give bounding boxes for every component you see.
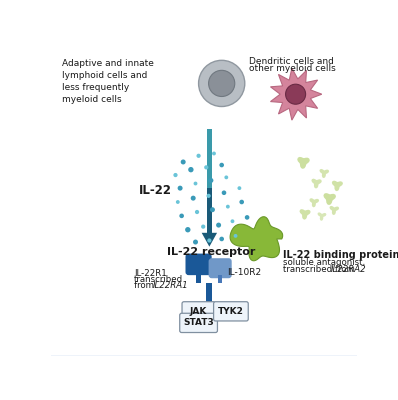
Circle shape (226, 205, 230, 208)
Text: other myeloid cells: other myeloid cells (250, 64, 336, 73)
Circle shape (195, 210, 199, 214)
Text: IL22RA2: IL22RA2 (331, 265, 367, 274)
Text: IL-22R1: IL-22R1 (134, 269, 167, 278)
Circle shape (219, 163, 224, 167)
Polygon shape (271, 68, 322, 120)
Circle shape (230, 219, 234, 223)
FancyBboxPatch shape (180, 313, 217, 332)
Polygon shape (309, 198, 319, 207)
Circle shape (174, 173, 178, 177)
Polygon shape (299, 209, 310, 220)
Circle shape (238, 186, 241, 190)
Polygon shape (318, 212, 326, 221)
Circle shape (197, 154, 201, 158)
Bar (196, 272, 201, 283)
FancyBboxPatch shape (209, 258, 232, 278)
FancyBboxPatch shape (182, 302, 215, 321)
Circle shape (210, 207, 215, 212)
Polygon shape (332, 181, 343, 191)
Circle shape (179, 214, 184, 218)
Text: IL-10R2: IL-10R2 (227, 268, 261, 276)
Polygon shape (230, 217, 283, 261)
Text: JAK: JAK (190, 307, 207, 316)
Circle shape (224, 176, 228, 179)
Text: IL-22 receptor: IL-22 receptor (167, 248, 255, 258)
Text: TYK2: TYK2 (218, 307, 244, 316)
Circle shape (176, 200, 180, 204)
Circle shape (207, 194, 211, 198)
Text: STAT3: STAT3 (183, 318, 214, 327)
Circle shape (185, 227, 191, 232)
Circle shape (193, 240, 198, 244)
Circle shape (191, 196, 196, 201)
Bar (207, 129, 213, 234)
Text: IL22RA1: IL22RA1 (152, 281, 188, 290)
Circle shape (199, 60, 245, 106)
Polygon shape (311, 179, 322, 188)
Circle shape (193, 182, 197, 186)
Polygon shape (320, 169, 329, 178)
Circle shape (219, 237, 224, 241)
Polygon shape (324, 193, 336, 205)
Circle shape (178, 186, 183, 191)
FancyBboxPatch shape (214, 302, 248, 321)
Text: transcribed from: transcribed from (283, 265, 358, 274)
Bar (206, 283, 213, 310)
Polygon shape (330, 206, 339, 215)
Text: IL-22: IL-22 (139, 184, 172, 197)
Text: from: from (134, 281, 157, 290)
Text: soluble antagonist,: soluble antagonist, (283, 258, 365, 267)
Polygon shape (202, 233, 217, 247)
Circle shape (234, 234, 238, 238)
Circle shape (286, 84, 306, 104)
Circle shape (204, 165, 209, 170)
Polygon shape (297, 157, 310, 169)
Circle shape (181, 160, 186, 164)
Circle shape (216, 222, 221, 228)
Bar (218, 275, 222, 283)
Circle shape (212, 152, 216, 156)
Circle shape (209, 178, 213, 183)
Circle shape (207, 238, 211, 243)
Text: IL-22 binding protein: IL-22 binding protein (283, 250, 398, 260)
Circle shape (245, 215, 250, 220)
Text: Adaptive and innate
lymphoid cells and
less frequently
myeloid cells: Adaptive and innate lymphoid cells and l… (62, 59, 153, 104)
FancyBboxPatch shape (185, 254, 212, 275)
Circle shape (239, 200, 244, 204)
Text: transcribed: transcribed (134, 275, 183, 284)
Text: Dendritic cells and: Dendritic cells and (250, 57, 334, 66)
Circle shape (209, 70, 235, 96)
Polygon shape (47, 356, 361, 400)
Bar (207, 188, 213, 234)
Circle shape (188, 167, 193, 172)
Circle shape (201, 224, 205, 229)
Circle shape (222, 190, 226, 195)
